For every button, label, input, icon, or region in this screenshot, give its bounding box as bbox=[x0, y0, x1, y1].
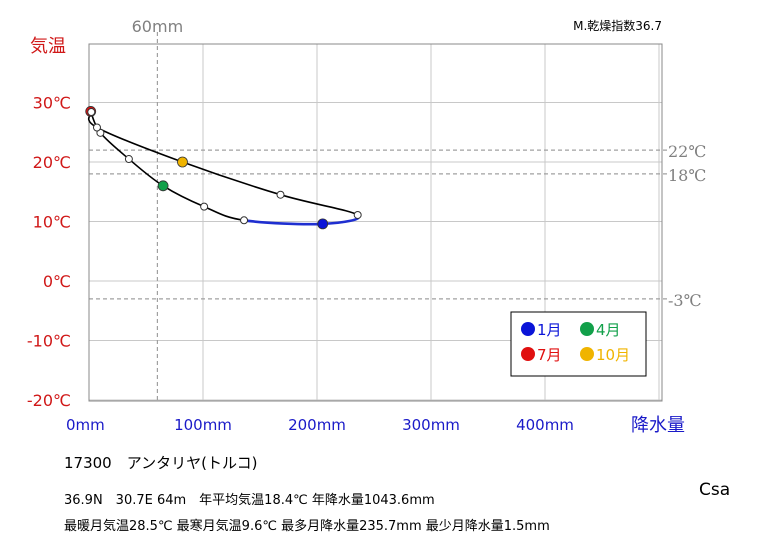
x-axis-title: 降水量 bbox=[631, 415, 685, 436]
month-point-3 bbox=[200, 202, 209, 211]
legend: 1月 4月 7月 10月 bbox=[510, 311, 647, 377]
month-point-5 bbox=[124, 155, 133, 164]
legend-label-10: 10月 bbox=[596, 346, 630, 364]
reference-label-y: -3℃ bbox=[668, 291, 701, 310]
station-extremes: 最暖月気温28.5℃ 最寒月気温9.6℃ 最多月降水量235.7mm 最少月降水… bbox=[64, 519, 550, 534]
month-point-9 bbox=[92, 123, 101, 132]
legend-label-7: 7月 bbox=[537, 346, 562, 364]
month-point-4 bbox=[157, 180, 169, 192]
y-tick-label: 30℃ bbox=[33, 94, 71, 113]
y-tick-label: 20℃ bbox=[33, 153, 71, 172]
y-axis-title: 気温 bbox=[30, 36, 66, 57]
legend-marker-4 bbox=[580, 322, 594, 336]
axis-labels: 気温 降水量 M.乾燥指数36.7 0mm 100mm 200mm 300mm 400m… bbox=[27, 18, 685, 436]
y-tick-label: 10℃ bbox=[33, 213, 71, 232]
reference-label-x: 60mm bbox=[132, 17, 184, 36]
y-tick-label: 0℃ bbox=[43, 272, 71, 291]
x-tick-label: 300mm bbox=[402, 416, 460, 434]
x-tick-label: 100mm bbox=[174, 416, 232, 434]
legend-box bbox=[510, 311, 647, 377]
reference-label-y: 18℃ bbox=[668, 166, 706, 185]
reference-lines: 60mm 22℃ 18℃ -3℃ bbox=[89, 17, 706, 401]
x-tick-label: 0mm bbox=[66, 416, 105, 434]
y-tick-label: -10℃ bbox=[27, 332, 71, 351]
month-point-11 bbox=[276, 190, 285, 199]
month-point-10 bbox=[177, 156, 188, 168]
legend-marker-10 bbox=[580, 347, 594, 361]
legend-label-1: 1月 bbox=[537, 321, 562, 339]
winter-segment-line bbox=[243, 213, 361, 226]
climate-class: Csa bbox=[699, 480, 731, 500]
month-point-8 bbox=[87, 108, 96, 117]
dryness-index-label: M.乾燥指数36.7 bbox=[573, 18, 662, 33]
legend-label-4: 4月 bbox=[596, 321, 621, 339]
station-coords: 36.9N 30.7E 64m 年平均気温18.4℃ 年降水量1043.6mm bbox=[64, 493, 435, 508]
month-point-12 bbox=[353, 210, 362, 219]
climate-curve-line bbox=[87, 108, 360, 225]
x-tick-label: 200mm bbox=[288, 416, 346, 434]
month-points bbox=[85, 106, 362, 230]
reference-label-y: 22℃ bbox=[668, 142, 706, 161]
station-title: 17300 アンタリヤ(トルコ) bbox=[64, 454, 258, 472]
y-tick-label: -20℃ bbox=[27, 391, 71, 410]
legend-marker-7 bbox=[521, 347, 535, 361]
x-tick-label: 400mm bbox=[516, 416, 574, 434]
climate-curve bbox=[87, 108, 361, 226]
month-point-2 bbox=[240, 216, 249, 225]
plot-area-frame bbox=[88, 43, 663, 402]
legend-marker-1 bbox=[521, 322, 535, 336]
month-point-1 bbox=[317, 218, 329, 230]
